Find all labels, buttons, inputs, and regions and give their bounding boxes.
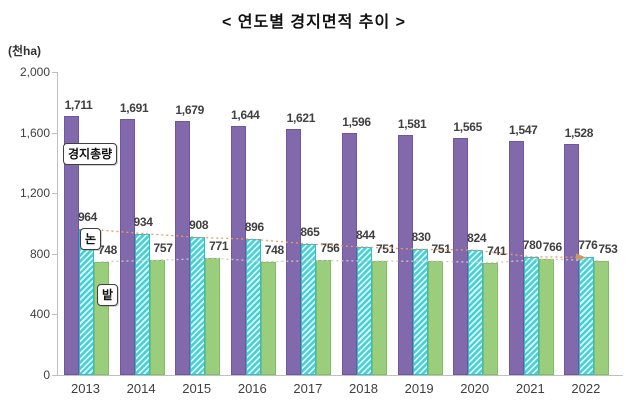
bar-밭-2022 bbox=[594, 260, 610, 375]
y-axis-tick bbox=[52, 253, 57, 255]
value-label-경지총량-2017: 1,621 bbox=[286, 111, 316, 126]
y-axis-label-400: 400 bbox=[29, 307, 50, 322]
value-label-밭-2017: 756 bbox=[320, 241, 340, 256]
value-label-논-2019: 830 bbox=[411, 230, 431, 245]
value-label-논-2018: 844 bbox=[355, 228, 376, 243]
bar-논-2018 bbox=[357, 247, 372, 375]
x-axis-label-2019: 2019 bbox=[404, 381, 434, 396]
value-label-밭-2014: 757 bbox=[153, 241, 173, 256]
bar-경지총량-2017 bbox=[286, 129, 302, 375]
bar-경지총량-2013 bbox=[64, 115, 79, 375]
value-label-논-2013: 964 bbox=[77, 209, 98, 224]
x-axis-label-2014: 2014 bbox=[126, 381, 156, 396]
bar-논-2017 bbox=[301, 243, 317, 375]
bar-논-2015 bbox=[190, 237, 206, 375]
value-label-논-2021: 780 bbox=[522, 237, 542, 252]
bar-논-2019 bbox=[412, 249, 428, 375]
value-label-경지총량-2018: 1,596 bbox=[342, 115, 371, 130]
value-label-밭-2018: 751 bbox=[375, 242, 396, 257]
bar-밭-2017 bbox=[316, 260, 332, 375]
value-label-경지총량-2020: 1,565 bbox=[453, 119, 482, 134]
x-axis-label-2021: 2021 bbox=[515, 381, 545, 396]
bar-경지총량-2021 bbox=[508, 140, 524, 375]
value-label-경지총량-2015: 1,679 bbox=[175, 102, 204, 117]
y-axis-tick bbox=[52, 72, 57, 73]
x-axis-label-2015: 2015 bbox=[182, 381, 212, 396]
bar-논-2022 bbox=[579, 257, 595, 375]
value-label-논-2015: 908 bbox=[189, 218, 209, 233]
bar-논-2013 bbox=[79, 228, 94, 375]
value-label-밭-2015: 771 bbox=[209, 239, 229, 254]
value-label-경지총량-2014: 1,691 bbox=[119, 100, 149, 115]
value-label-논-2020: 824 bbox=[467, 231, 487, 246]
value-label-경지총량-2013: 1,711 bbox=[64, 97, 93, 112]
bar-밭-2019 bbox=[427, 261, 443, 375]
bar-경지총량-2014 bbox=[119, 118, 135, 375]
x-axis-label-2017: 2017 bbox=[293, 381, 323, 396]
bar-경지총량-2020 bbox=[453, 137, 469, 375]
value-label-밭-2022: 753 bbox=[598, 241, 618, 256]
y-axis-label-1,600: 1,600 bbox=[19, 125, 50, 140]
legend-total-label: 경지총량 bbox=[63, 143, 118, 165]
y-axis-label-1,200: 1,200 bbox=[19, 186, 50, 201]
x-axis-label-2018: 2018 bbox=[349, 381, 378, 396]
bar-경지총량-2015 bbox=[175, 120, 191, 375]
x-axis-label-2016: 2016 bbox=[237, 381, 267, 396]
y-axis-tick bbox=[52, 193, 57, 195]
legend-field-label: 밭 bbox=[97, 284, 119, 306]
value-label-경지총량-2016: 1,644 bbox=[231, 107, 260, 122]
plot-area: 경지총량 논 밭 1,711 964 748 1,691 934 757 1,679 908 7… bbox=[57, 72, 623, 376]
bar-논-2021 bbox=[523, 256, 539, 375]
y-axis-label-0: 0 bbox=[43, 368, 50, 382]
legend-paddy-label: 논 bbox=[80, 228, 102, 250]
value-label-경지총량-2019: 1,581 bbox=[397, 117, 427, 132]
bar-경지총량-2016 bbox=[230, 125, 246, 375]
value-label-논-2014: 934 bbox=[133, 214, 153, 229]
value-label-논-2016: 896 bbox=[244, 220, 264, 235]
y-axis-tick bbox=[52, 132, 57, 134]
bar-경지총량-2018 bbox=[342, 133, 357, 375]
bar-밭-2021 bbox=[538, 258, 554, 375]
y-axis-tick bbox=[52, 375, 57, 376]
bar-논-2016 bbox=[245, 239, 261, 375]
bar-경지총량-2022 bbox=[564, 143, 580, 375]
bar-논-2014 bbox=[134, 233, 150, 375]
bar-밭-2013 bbox=[94, 261, 109, 375]
y-axis-label-2,000: 2,000 bbox=[19, 65, 50, 79]
bar-밭-2016 bbox=[260, 261, 276, 375]
chart-title: < 연도별 경지면적 추이 > bbox=[222, 14, 406, 31]
bar-경지총량-2019 bbox=[397, 135, 413, 375]
value-label-밭-2016: 748 bbox=[264, 242, 284, 257]
x-axis-label-2022: 2022 bbox=[571, 381, 601, 396]
y-axis-unit: (천ha) bbox=[8, 44, 42, 58]
value-label-밭-2021: 766 bbox=[542, 239, 562, 254]
value-label-논-2022: 776 bbox=[578, 238, 598, 253]
value-label-논-2017: 865 bbox=[300, 224, 320, 239]
value-label-밭-2020: 741 bbox=[487, 243, 507, 258]
bar-밭-2020 bbox=[483, 262, 499, 375]
bar-논-2020 bbox=[468, 250, 484, 375]
bar-밭-2018 bbox=[372, 261, 387, 375]
value-label-경지총량-2021: 1,547 bbox=[509, 122, 538, 137]
y-axis-tick bbox=[52, 314, 57, 316]
x-axis-label-2020: 2020 bbox=[460, 381, 490, 396]
x-axis-label-2013: 2013 bbox=[71, 381, 100, 396]
bar-밭-2014 bbox=[149, 260, 165, 375]
y-axis-label-800: 800 bbox=[29, 246, 50, 261]
value-label-경지총량-2022: 1,528 bbox=[564, 125, 594, 140]
bar-밭-2015 bbox=[205, 258, 221, 375]
value-label-밭-2019: 751 bbox=[431, 242, 451, 257]
